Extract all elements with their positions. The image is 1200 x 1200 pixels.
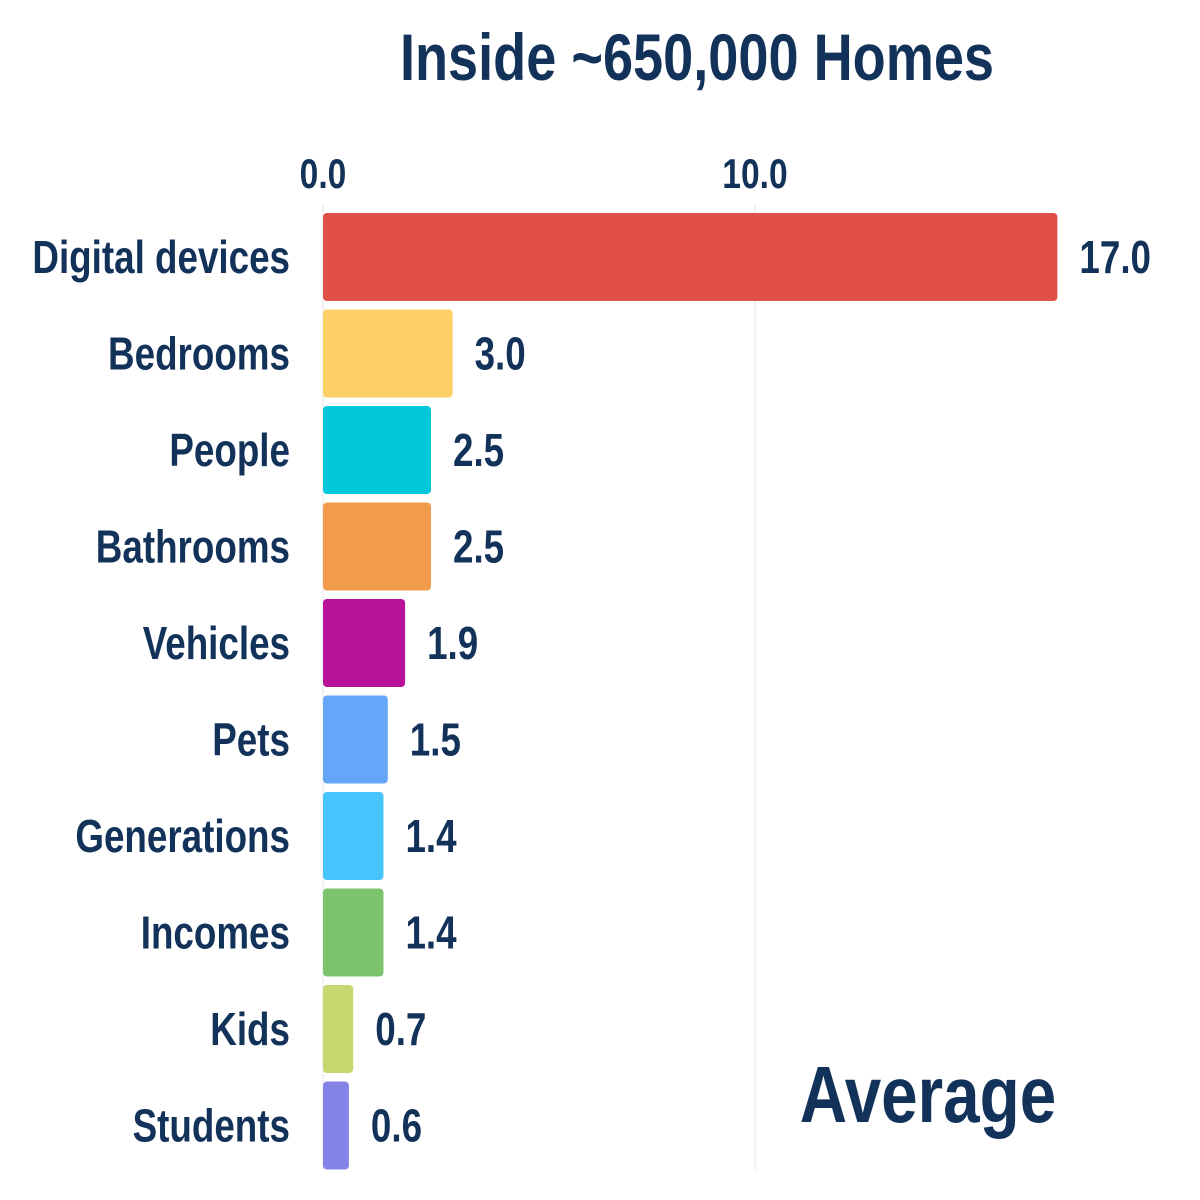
bar-incomes xyxy=(323,888,384,977)
bar-people xyxy=(323,406,431,494)
value-label: 17.0 xyxy=(1079,231,1151,283)
value-label: 2.5 xyxy=(453,424,504,476)
category-label: Incomes xyxy=(141,907,290,959)
value-label: 1.4 xyxy=(405,810,456,862)
category-label: Kids xyxy=(210,1003,290,1055)
value-labels: 17.0 3.0 2.5 2.5 1.9 1.5 1.4 1.4 0.7 0.6 xyxy=(371,231,1151,1151)
category-label: Bathrooms xyxy=(96,521,290,573)
bar-kids xyxy=(323,985,354,1073)
value-label: 3.0 xyxy=(475,328,526,380)
value-label: 2.5 xyxy=(453,521,504,573)
category-label: Generations xyxy=(75,810,290,862)
value-label: 1.9 xyxy=(427,617,478,669)
category-label: Digital devices xyxy=(32,231,290,283)
bar-digital-devices xyxy=(323,213,1058,301)
bar-bathrooms xyxy=(323,502,431,591)
x-tick-label: 0.0 xyxy=(300,152,347,198)
bar-generations xyxy=(323,792,384,880)
bar-bedrooms xyxy=(323,309,453,398)
x-tick-label: 10.0 xyxy=(722,152,787,198)
chart-title: Inside ~650,000 Homes xyxy=(400,20,994,94)
category-label: Vehicles xyxy=(143,617,290,669)
bars xyxy=(323,213,1058,1170)
x-tick-labels: 0.0 10.0 xyxy=(300,152,788,198)
category-label: Pets xyxy=(212,714,290,766)
value-label: 0.6 xyxy=(371,1100,422,1152)
category-label: Bedrooms xyxy=(108,328,290,380)
category-label: Students xyxy=(133,1100,290,1152)
average-annotation: Average xyxy=(800,1050,1056,1140)
bar-vehicles xyxy=(323,599,406,687)
category-label: People xyxy=(169,424,290,476)
bar-pets xyxy=(323,695,388,784)
category-labels: Digital devices Bedrooms People Bathrooms Ve… xyxy=(32,231,290,1151)
value-label: 1.5 xyxy=(410,714,461,766)
value-label: 0.7 xyxy=(375,1003,426,1055)
bar-students xyxy=(323,1081,349,1170)
value-label: 1.4 xyxy=(405,907,456,959)
